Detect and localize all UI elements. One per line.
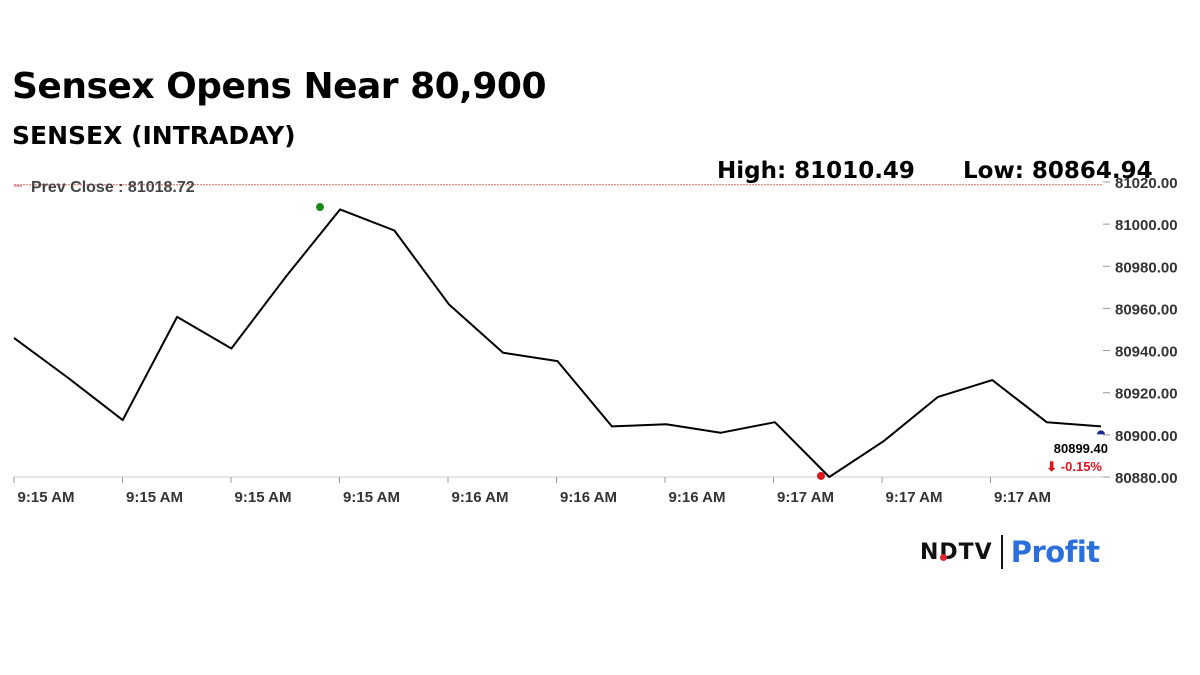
low-stat: Low: 80864.94 — [963, 158, 1153, 184]
chart-subtitle: SENSEX (INTRADAY) — [12, 121, 296, 150]
y-tick-label: 80940.00 — [1115, 344, 1178, 361]
high-marker — [316, 203, 324, 212]
last-value-marker — [1097, 430, 1105, 435]
x-tick-label: 9:17 AM — [994, 489, 1051, 506]
logo-divider — [1000, 535, 1003, 569]
change-label: ⬇ -0.15% — [1046, 459, 1102, 474]
y-tick-label: 80960.00 — [1115, 301, 1178, 318]
last-value-label: 80899.40 — [1054, 441, 1108, 456]
low-marker — [817, 471, 825, 480]
ndtv-logo-text: NDTV — [920, 539, 993, 565]
y-tick-label: 81000.00 — [1115, 217, 1178, 234]
y-tick-label: 81020.00 — [1115, 175, 1178, 192]
prev-close-label: Prev Close : 81018.72 — [31, 179, 195, 196]
y-tick-label: 80900.00 — [1115, 428, 1178, 445]
x-tick-label: 9:15 AM — [343, 489, 400, 506]
y-tick-label: 80880.00 — [1115, 470, 1178, 487]
y-tick-label: 80920.00 — [1115, 386, 1178, 403]
logo-dot-icon — [940, 553, 947, 561]
ndtv-profit-logo: NDTV Profit — [920, 534, 1100, 570]
x-tick-label: 9:16 AM — [452, 489, 509, 506]
sensex-series-line — [13, 208, 1102, 478]
x-tick-label: 9:16 AM — [560, 489, 617, 506]
profit-logo-text: Profit — [1010, 535, 1100, 569]
high-stat: High: 81010.49 — [717, 158, 915, 184]
chart-headline: Sensex Opens Near 80,900 — [12, 66, 547, 107]
x-tick-label: 9:16 AM — [669, 489, 726, 506]
x-tick-label: 9:15 AM — [235, 489, 292, 506]
x-tick-label: 9:15 AM — [126, 489, 183, 506]
x-tick-label: 9:17 AM — [777, 489, 834, 506]
y-tick-label: 80980.00 — [1115, 259, 1178, 276]
x-tick-label: 9:15 AM — [18, 489, 75, 506]
x-tick-label: 9:17 AM — [886, 489, 943, 506]
